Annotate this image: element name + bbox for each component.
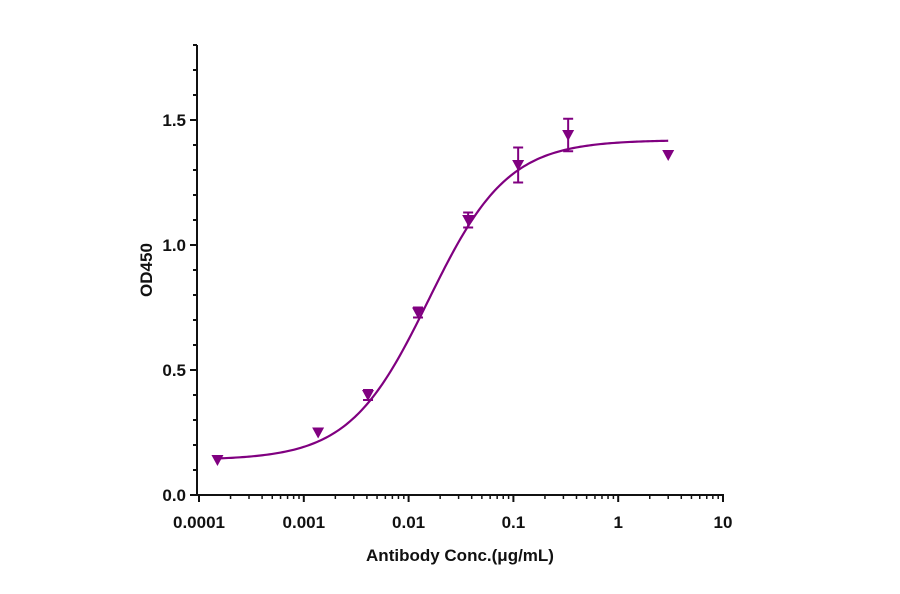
y-tick-label: 1.5 [162,111,186,130]
y-tick-label: 0.5 [162,361,186,380]
y-axis-title: OD450 [137,243,156,297]
x-tick-label: 10 [714,513,733,532]
axes: 0.0 0.5 1.0 1.5 0.0001 0.001 0.01 0.1 1 10 [162,44,733,532]
triangle-down-marker-icon [362,390,375,401]
fit-curve [217,139,669,460]
x-axis-title: Antibody Conc.(μg/mL) [366,546,554,565]
x-tick-label: 1 [613,513,622,532]
triangle-down-marker-icon [512,160,525,171]
data-point [512,146,525,184]
x-tick-label: 0.001 [283,513,326,532]
data-point [312,427,325,439]
data-point [211,455,224,466]
data-point [462,211,475,229]
triangle-down-marker-icon [412,307,425,319]
data-point [412,306,425,319]
x-tick-label: 0.0001 [173,513,225,532]
triangle-down-marker-icon [662,150,675,161]
y-tick-label: 0.0 [162,486,186,505]
triangle-down-marker-icon [211,455,224,466]
plot-area [211,117,675,466]
triangle-down-marker-icon [312,427,325,439]
triangle-down-marker-icon [562,130,575,141]
y-tick-label: 1.0 [162,236,186,255]
data-point [562,117,575,153]
data-point [662,150,675,161]
data-point [362,389,375,401]
triangle-down-marker-icon [462,215,475,226]
x-tick-label: 0.01 [392,513,425,532]
x-tick-label: 0.1 [502,513,526,532]
